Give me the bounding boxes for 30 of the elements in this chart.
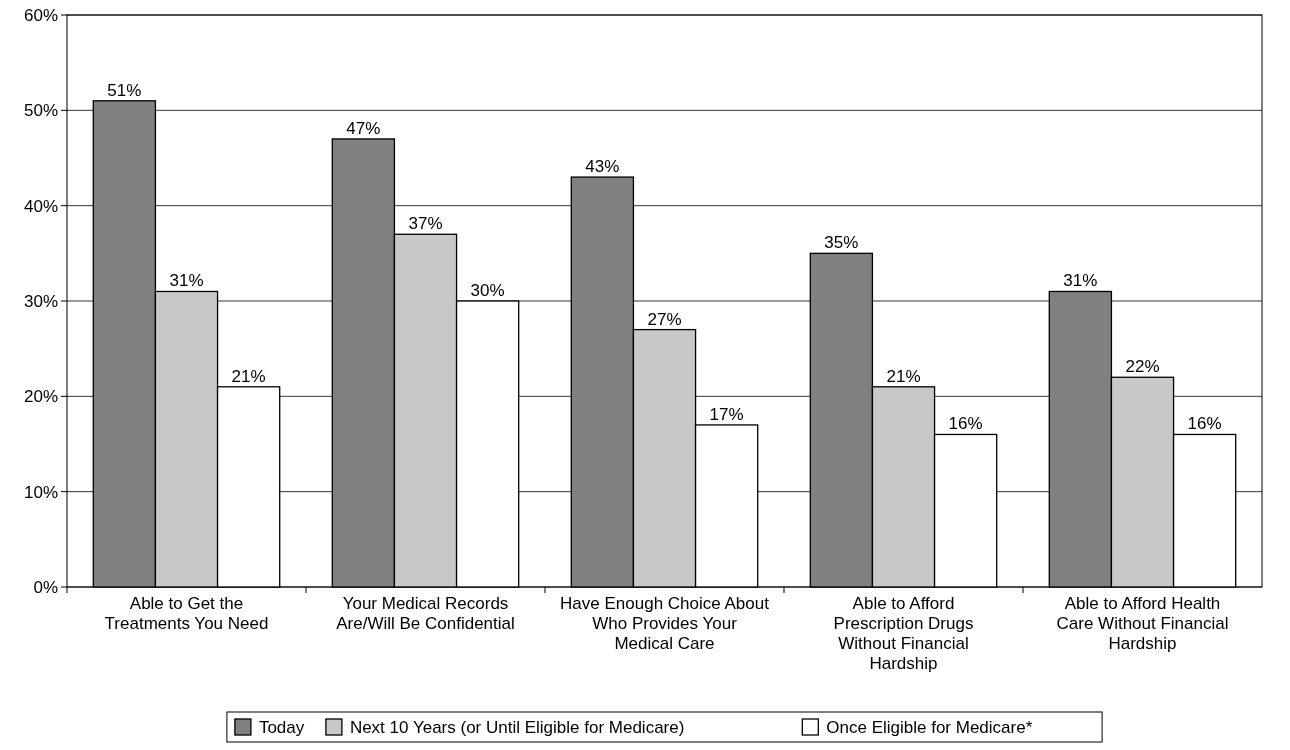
data-label: 47%	[346, 118, 381, 138]
y-tick-label: 40%	[23, 196, 58, 216]
data-label: 16%	[1187, 414, 1222, 434]
data-label: 27%	[647, 309, 682, 329]
data-label: 22%	[1125, 357, 1160, 377]
x-tick-label: Able to Afford Prescription Drugs Without Financial Hardship	[833, 594, 974, 673]
legend-label: Once Eligible for Medicare*	[826, 717, 1033, 737]
y-tick-label: 20%	[23, 387, 58, 407]
y-tick-label: 10%	[23, 482, 58, 502]
data-label: 21%	[231, 366, 266, 386]
y-tick-label: 60%	[23, 5, 58, 25]
y-tick-label: 50%	[23, 101, 58, 121]
data-label: 43%	[585, 157, 620, 177]
data-label: 31%	[1063, 271, 1098, 291]
data-label: 21%	[886, 366, 921, 386]
data-label: 30%	[470, 281, 505, 300]
legend-label: Today	[258, 717, 305, 737]
data-label: 31%	[169, 271, 204, 291]
x-tick-label: Able to Afford Health Care Without Financial Hardship	[1056, 594, 1229, 653]
data-label: 17%	[709, 404, 744, 424]
x-tick-label: Have Enough Choice About Who Provides Your Medical Care	[560, 594, 770, 653]
data-label: 35%	[824, 233, 859, 253]
data-label: 16%	[948, 414, 983, 434]
y-tick-label: 30%	[23, 291, 58, 311]
data-label: 51%	[107, 80, 142, 100]
x-tick-label: Your Medical Records Are/Will Be Confidential	[336, 594, 515, 633]
data-label: 37%	[408, 214, 443, 234]
y-tick-label: 0%	[33, 577, 58, 597]
x-tick-label: Able to Get the Treatments You Need	[104, 594, 269, 633]
legend-label: Next 10 Years (or Until Eligible for Medicare)	[349, 717, 685, 737]
